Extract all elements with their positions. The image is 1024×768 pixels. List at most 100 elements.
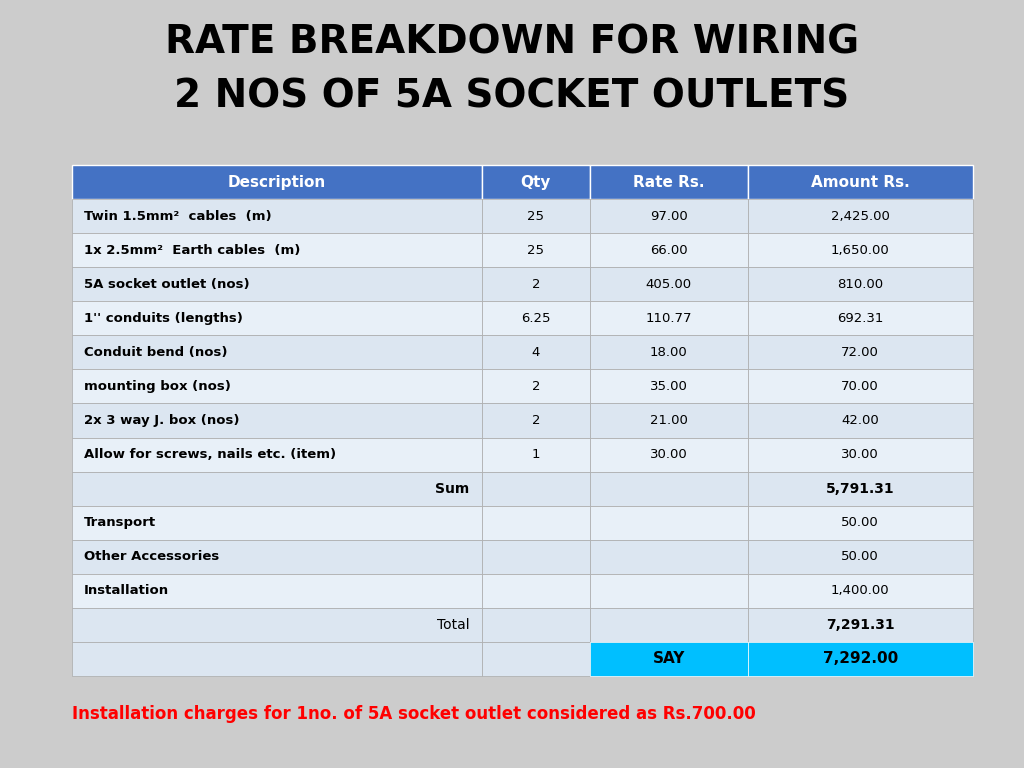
Bar (481, 267, 590, 301)
Bar (481, 642, 590, 676)
Text: 1,650.00: 1,650.00 (830, 243, 890, 257)
Bar (748, 574, 973, 607)
Text: 1x 2.5mm²  Earth cables  (m): 1x 2.5mm² Earth cables (m) (84, 243, 300, 257)
Bar (72, 642, 481, 676)
Text: 5,791.31: 5,791.31 (825, 482, 895, 495)
Bar (72, 233, 481, 267)
Text: Other Accessories: Other Accessories (84, 550, 219, 563)
Bar (748, 438, 973, 472)
Bar (590, 574, 748, 607)
Bar (748, 642, 973, 676)
Bar (748, 607, 973, 642)
Text: 6.25: 6.25 (521, 312, 551, 325)
Bar (72, 336, 481, 369)
Bar (72, 540, 481, 574)
Text: Installation charges for 1no. of 5A socket outlet considered as Rs.700.00: Installation charges for 1no. of 5A sock… (72, 705, 756, 723)
Text: Total: Total (437, 617, 469, 632)
Bar (590, 472, 748, 505)
Bar (481, 607, 590, 642)
Text: 21.00: 21.00 (650, 414, 687, 427)
Bar (590, 642, 748, 676)
Bar (590, 165, 748, 199)
Bar (481, 472, 590, 505)
Text: 2: 2 (531, 278, 540, 291)
Text: 4: 4 (531, 346, 540, 359)
Bar (481, 438, 590, 472)
Bar (481, 233, 590, 267)
Text: Sum: Sum (435, 482, 469, 495)
Text: 30.00: 30.00 (650, 448, 687, 461)
Bar (481, 574, 590, 607)
Bar (590, 267, 748, 301)
Text: 25: 25 (527, 210, 545, 223)
Bar (748, 540, 973, 574)
Text: 2: 2 (531, 414, 540, 427)
Bar (481, 301, 590, 336)
Text: 30.00: 30.00 (842, 448, 879, 461)
Text: 1'' conduits (lengths): 1'' conduits (lengths) (84, 312, 243, 325)
Bar (748, 165, 973, 199)
Text: 7,291.31: 7,291.31 (825, 617, 895, 632)
Text: Description: Description (227, 174, 326, 190)
Bar (72, 267, 481, 301)
Bar (748, 267, 973, 301)
Text: 97.00: 97.00 (650, 210, 687, 223)
Bar (748, 199, 973, 233)
Text: 2 NOS OF 5A SOCKET OUTLETS: 2 NOS OF 5A SOCKET OUTLETS (174, 77, 850, 115)
Bar (590, 540, 748, 574)
Text: Qty: Qty (520, 174, 551, 190)
Text: Rate Rs.: Rate Rs. (633, 174, 705, 190)
Text: mounting box (nos): mounting box (nos) (84, 380, 230, 393)
Text: 50.00: 50.00 (842, 516, 879, 529)
Text: Twin 1.5mm²  cables  (m): Twin 1.5mm² cables (m) (84, 210, 271, 223)
Text: SAY: SAY (652, 651, 685, 667)
Bar (590, 505, 748, 540)
Text: 66.00: 66.00 (650, 243, 687, 257)
Bar (72, 403, 481, 438)
Bar (748, 336, 973, 369)
Text: Installation: Installation (84, 584, 169, 598)
Bar (481, 540, 590, 574)
Bar (590, 403, 748, 438)
Bar (72, 165, 481, 199)
Text: Conduit bend (nos): Conduit bend (nos) (84, 346, 227, 359)
Text: 7,292.00: 7,292.00 (822, 651, 898, 667)
Bar (72, 369, 481, 403)
Text: 5A socket outlet (nos): 5A socket outlet (nos) (84, 278, 250, 291)
Text: 810.00: 810.00 (837, 278, 884, 291)
Bar (590, 301, 748, 336)
Text: 692.31: 692.31 (837, 312, 884, 325)
Bar (748, 301, 973, 336)
Bar (481, 369, 590, 403)
Text: 2: 2 (531, 380, 540, 393)
Bar (590, 607, 748, 642)
Bar (481, 199, 590, 233)
Text: Amount Rs.: Amount Rs. (811, 174, 909, 190)
Bar (481, 505, 590, 540)
Text: 1,400.00: 1,400.00 (830, 584, 890, 598)
Bar (590, 233, 748, 267)
Bar (72, 301, 481, 336)
Bar (590, 369, 748, 403)
Text: 25: 25 (527, 243, 545, 257)
Text: 35.00: 35.00 (650, 380, 687, 393)
Bar (748, 403, 973, 438)
Text: 50.00: 50.00 (842, 550, 879, 563)
Bar (481, 403, 590, 438)
Bar (72, 472, 481, 505)
Text: Allow for screws, nails etc. (item): Allow for screws, nails etc. (item) (84, 448, 336, 461)
Text: 70.00: 70.00 (842, 380, 879, 393)
Text: 42.00: 42.00 (842, 414, 879, 427)
Bar (72, 607, 481, 642)
Text: RATE BREAKDOWN FOR WIRING: RATE BREAKDOWN FOR WIRING (165, 23, 859, 61)
Bar (72, 505, 481, 540)
Bar (72, 574, 481, 607)
Text: 110.77: 110.77 (645, 312, 692, 325)
Bar (590, 438, 748, 472)
Text: 2x 3 way J. box (nos): 2x 3 way J. box (nos) (84, 414, 240, 427)
Bar (748, 505, 973, 540)
Bar (748, 369, 973, 403)
Text: 2,425.00: 2,425.00 (830, 210, 890, 223)
Bar (72, 199, 481, 233)
Bar (481, 165, 590, 199)
